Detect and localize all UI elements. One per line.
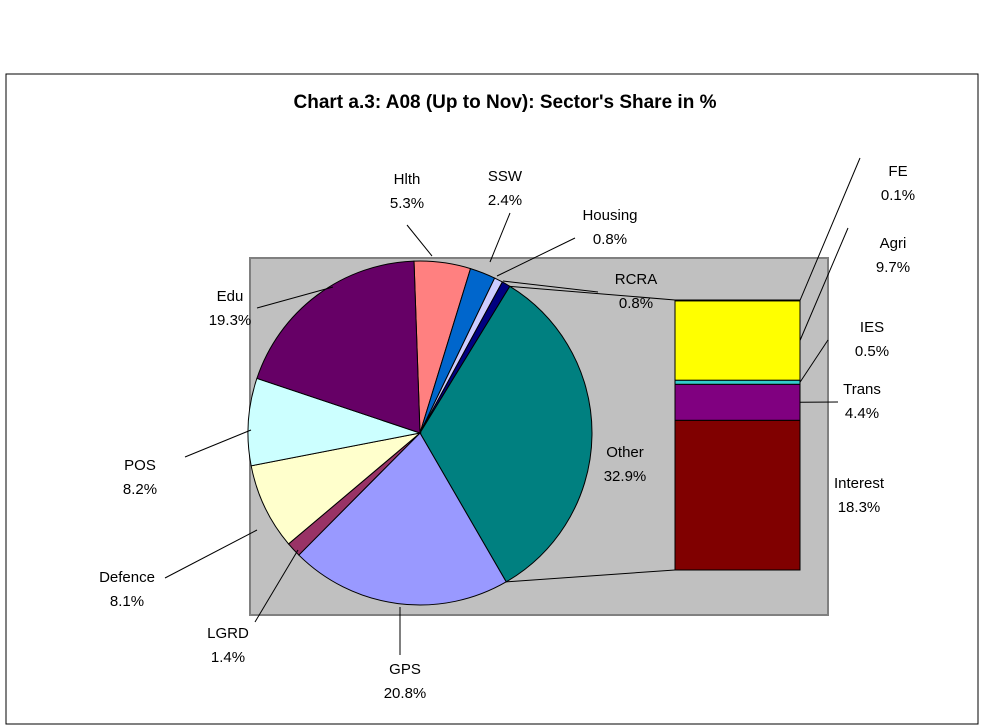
bar-value-label: 0.5% bbox=[855, 343, 889, 360]
leader-line bbox=[489, 212, 511, 263]
slice-value-label: 32.9% bbox=[604, 468, 647, 485]
slice-label: Defence bbox=[99, 569, 155, 586]
leader-line bbox=[799, 227, 849, 341]
slice-value-label: 1.4% bbox=[211, 649, 245, 666]
bar-label: Trans bbox=[843, 381, 881, 398]
bar-segment bbox=[674, 300, 801, 381]
leader-line bbox=[799, 339, 829, 383]
slice-label: Hlth bbox=[394, 171, 421, 188]
bar-value-label: 0.1% bbox=[881, 187, 915, 204]
leader-line bbox=[164, 529, 258, 579]
slice-label: Other bbox=[606, 444, 644, 461]
slice-label: GPS bbox=[389, 661, 421, 678]
slice-label: Edu bbox=[217, 288, 244, 305]
connector-line bbox=[506, 569, 676, 583]
bar-label: Interest bbox=[834, 475, 885, 492]
pie-slice bbox=[298, 432, 507, 606]
leader-line bbox=[406, 224, 433, 257]
bar-label: Agri bbox=[880, 235, 907, 252]
slice-label: SSW bbox=[488, 168, 523, 185]
bar-label: IES bbox=[860, 319, 884, 336]
slice-label: LGRD bbox=[207, 625, 249, 642]
leader-line bbox=[502, 280, 599, 293]
pie-slice bbox=[247, 377, 422, 467]
bar-segment bbox=[674, 299, 801, 302]
pie-slice bbox=[250, 432, 422, 545]
slice-label: Housing bbox=[582, 207, 637, 224]
slice-label: POS bbox=[124, 457, 156, 474]
leader-line bbox=[256, 286, 334, 309]
slice-label: RCRA bbox=[615, 271, 658, 288]
connector-line bbox=[509, 285, 676, 301]
slice-value-label: 8.2% bbox=[123, 481, 157, 498]
bar-value-label: 18.3% bbox=[838, 499, 881, 516]
slice-value-label: 2.4% bbox=[488, 192, 522, 209]
slice-value-label: 19.3% bbox=[209, 312, 252, 329]
slice-value-label: 20.8% bbox=[384, 685, 427, 702]
leader-line bbox=[254, 549, 299, 623]
slice-value-label: 5.3% bbox=[390, 195, 424, 212]
slice-value-label: 8.1% bbox=[110, 593, 144, 610]
slice-value-label: 0.8% bbox=[593, 231, 627, 248]
bar-label: FE bbox=[888, 163, 907, 180]
pie-slice bbox=[419, 285, 593, 583]
leader-line bbox=[184, 429, 252, 458]
pie-slice bbox=[256, 260, 421, 434]
bar-value-label: 9.7% bbox=[876, 259, 910, 276]
leader-line bbox=[799, 157, 861, 301]
slice-value-label: 0.8% bbox=[619, 295, 653, 312]
bar-segment bbox=[674, 379, 801, 385]
bar-segment bbox=[674, 383, 801, 421]
bar-value-label: 4.4% bbox=[845, 405, 879, 422]
bar-segment bbox=[674, 419, 801, 571]
chart-title: Chart a.3: A08 (Up to Nov): Sector's Sha… bbox=[294, 92, 717, 113]
leader-line bbox=[496, 237, 576, 277]
